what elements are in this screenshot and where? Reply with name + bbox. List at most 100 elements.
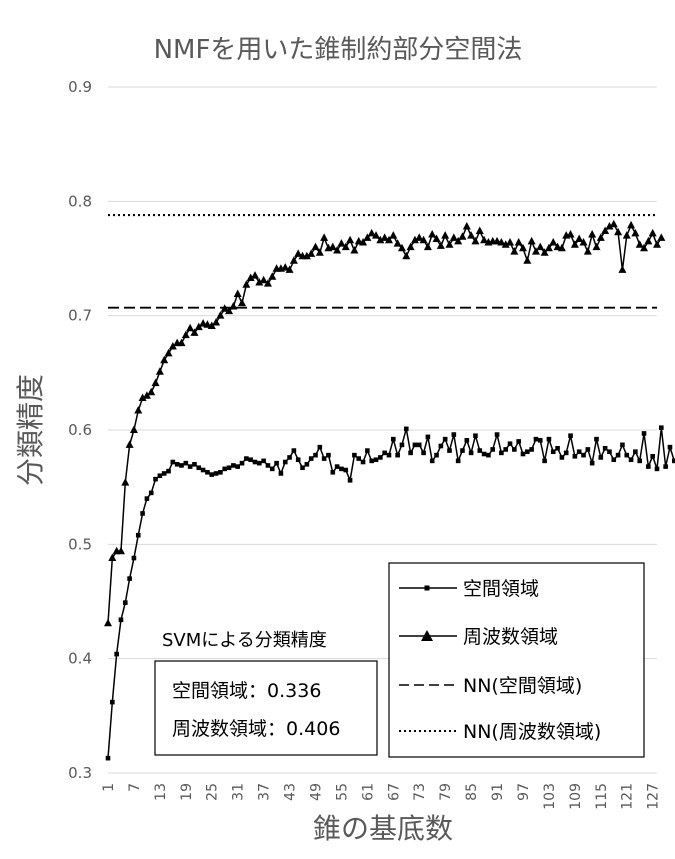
data-point-triangle (579, 237, 588, 246)
x-axis-label: 錐の基底数 (313, 812, 453, 845)
y-tick-label: 0.3 (68, 764, 92, 782)
data-point-square (308, 456, 314, 461)
data-point-square (347, 478, 353, 483)
data-point-square (486, 452, 491, 458)
data-point-square (382, 450, 387, 456)
data-point-square (205, 470, 210, 475)
data-point-triangle (570, 240, 579, 248)
x-tick-label: 79 (438, 783, 454, 801)
legend-label-nn-frequency: NN(周波数領域) (463, 721, 601, 743)
data-point-square (300, 465, 305, 471)
data-point-triangle (294, 249, 303, 257)
data-point-square (529, 447, 534, 452)
data-point-triangle (242, 280, 251, 288)
legend-label-spatial: 空間領域 (463, 578, 539, 600)
data-point-square (568, 433, 573, 439)
data-point-triangle (259, 275, 268, 284)
grid (108, 86, 657, 774)
data-point-triangle (536, 242, 545, 251)
data-point-square (594, 436, 599, 442)
data-point-square (503, 447, 508, 452)
data-point-square (304, 462, 310, 467)
x-tick-label: 109 (568, 783, 584, 810)
data-point-triangle (397, 243, 406, 252)
data-point-square (339, 466, 344, 472)
data-point-triangle (462, 221, 471, 230)
data-point-triangle (506, 237, 515, 246)
data-point-triangle (445, 240, 454, 248)
data-point-triangle (583, 247, 592, 255)
data-point-triangle (432, 234, 441, 243)
data-point-square (144, 496, 150, 501)
y-tick-label: 0.8 (68, 192, 92, 210)
data-point-triangle (402, 251, 411, 260)
svm-annotation-title: SVMによる分類精度 (162, 630, 327, 651)
data-point-square (671, 458, 675, 464)
data-point-square (161, 471, 167, 476)
x-tick-label: 91 (490, 783, 506, 801)
x-tick-label: 31 (231, 783, 247, 801)
data-point-square (274, 460, 279, 466)
data-point-triangle (640, 243, 649, 252)
data-point-square (650, 454, 655, 459)
data-point-square (468, 450, 474, 456)
data-point-triangle (510, 247, 519, 255)
data-point-square (507, 441, 513, 447)
y-axis-label: 分類精度 (14, 374, 47, 486)
data-point-square (287, 455, 292, 460)
data-point-square (559, 455, 565, 460)
data-point-triangle (415, 233, 424, 241)
data-point-triangle (363, 233, 372, 241)
data-point-triangle (514, 237, 523, 246)
data-point-square (525, 449, 530, 455)
data-point-triangle (333, 246, 342, 254)
legend-label-nn-spatial: NN(空間領域) (463, 675, 582, 697)
data-point-square (321, 456, 327, 461)
data-point-square (174, 462, 180, 467)
data-point-triangle (657, 233, 666, 241)
data-point-triangle (315, 248, 324, 256)
data-point-square (447, 448, 452, 453)
data-point-square (442, 436, 448, 442)
data-point-square (416, 442, 422, 448)
data-point-square (226, 465, 232, 471)
data-point-triangle (229, 302, 238, 310)
x-tick-label: 103 (542, 783, 558, 810)
data-point-square (218, 470, 223, 475)
data-point-triangle (359, 237, 368, 246)
series (104, 213, 675, 761)
x-tick-label: 7 (127, 783, 143, 792)
data-point-triangle (238, 298, 247, 307)
data-point-square (425, 434, 431, 440)
legend-marker-triangle (421, 630, 433, 641)
data-point-square (611, 457, 617, 463)
data-point-triangle (281, 263, 290, 271)
data-point-triangle (160, 355, 169, 364)
data-point-square (412, 442, 418, 448)
data-point-triangle (250, 271, 259, 279)
data-point-square (252, 459, 258, 465)
data-point-square (615, 452, 621, 458)
data-point-square (589, 460, 595, 466)
svm-frequency-row: 周波数領域：0.406 (172, 718, 340, 740)
data-point-square (408, 450, 413, 456)
data-point-triangle (225, 306, 234, 315)
data-point-square (494, 432, 500, 437)
data-point-square (464, 437, 470, 443)
data-point-triangle (653, 240, 661, 248)
data-point-triangle (588, 229, 597, 238)
data-point-triangle (406, 242, 415, 251)
data-point-square (598, 455, 604, 460)
legend-item-nn-spatial: NN(空間領域) (399, 675, 582, 697)
legend-label-frequency: 周波数領域 (463, 626, 558, 648)
data-point-triangle (540, 248, 549, 256)
y-axis-ticks: 0.3 0.4 0.5 0.6 0.7 0.8 0.9 (68, 78, 92, 782)
data-point-triangle (320, 233, 329, 241)
data-point-triangle (428, 229, 437, 238)
data-point-square (646, 464, 651, 469)
data-point-square (365, 448, 370, 453)
data-point-square (196, 465, 202, 471)
legend-item-frequency: 周波数領域 (399, 626, 558, 648)
data-point-triangle (449, 233, 458, 241)
data-point-triangle (592, 242, 601, 251)
